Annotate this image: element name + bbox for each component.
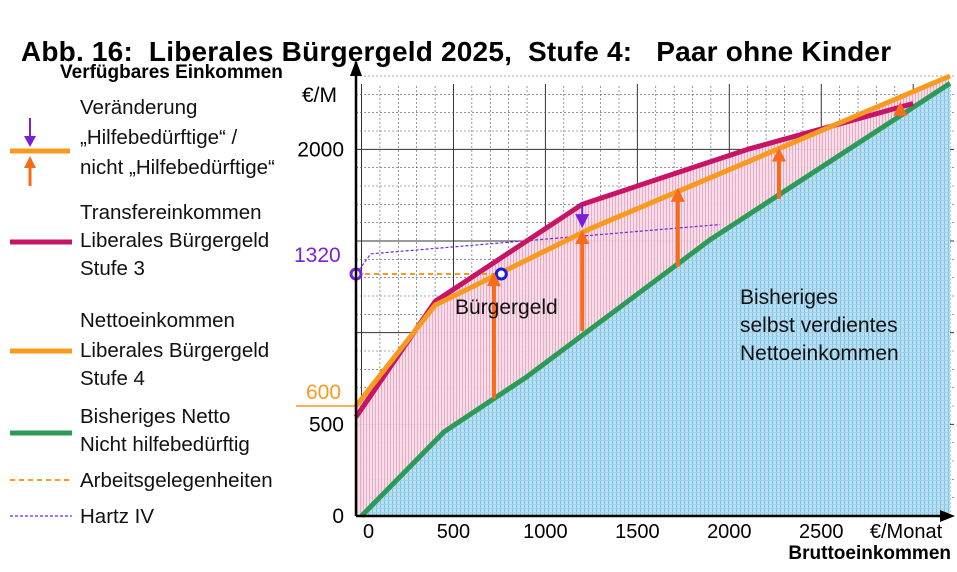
bisheriges-area xyxy=(361,83,950,516)
label-bisheriges-2: selbst verdientes xyxy=(740,314,898,337)
legend-change-2: „Hilfebedürftige“ / xyxy=(80,126,238,149)
x-tick-label: 2500 xyxy=(799,521,844,543)
legend-change-1: Veränderung xyxy=(80,96,198,119)
y-tick-label: 500 xyxy=(309,413,344,436)
legend-hartz: Hartz IV xyxy=(80,505,155,528)
legend-icons xyxy=(10,118,72,517)
legend-purple-arrow-head xyxy=(24,136,36,147)
legend-netto-1: Nettoeinkommen xyxy=(80,309,235,332)
change-arrows xyxy=(486,101,908,399)
legend-bisher-1: Bisheriges Netto xyxy=(80,405,231,428)
purple-arrow-head xyxy=(575,214,590,229)
x-tick-label: 1000 xyxy=(523,521,568,543)
legend-netto-2: Liberales Bürgergeld xyxy=(80,339,270,362)
change-arrow-head xyxy=(670,187,685,202)
x-tick-label: 1500 xyxy=(615,521,660,543)
x-tick-label: 2000 xyxy=(707,521,752,543)
x-axis-label: Bruttoeinkommen xyxy=(788,543,951,564)
marker-circle xyxy=(494,267,508,281)
legend-bisher-2: Nicht hilfebedürftig xyxy=(80,433,250,456)
series-bisheriges-netto xyxy=(359,81,952,518)
x-axis-arrow xyxy=(940,510,955,522)
page-title: Abb. 16: Liberales Bürgergeld 2025, Stuf… xyxy=(6,4,891,68)
legend-arbeit: Arbeitsgelegenheiten xyxy=(80,469,273,492)
y-unit: €/M xyxy=(302,84,338,107)
legend-change-3: nicht „Hilfebedürftige“ xyxy=(80,156,275,179)
series-lines xyxy=(296,73,952,518)
change-arrow-head xyxy=(893,101,908,116)
change-arrow-head xyxy=(575,230,590,244)
y-tick-label: 0 xyxy=(332,505,344,528)
legend-orange-arrow-head xyxy=(24,156,36,168)
x-unit-label: €/Monat xyxy=(870,521,943,543)
value-1320: 1320 xyxy=(294,244,341,267)
title-sub: Paar ohne Kinder xyxy=(656,36,892,67)
legend-transfer-2: Liberales Bürgergeld xyxy=(80,229,270,252)
y-axis-arrow xyxy=(350,60,362,76)
legend-transfer-3: Stufe 3 xyxy=(80,257,145,280)
y-tick-label: 2000 xyxy=(297,138,344,161)
axes xyxy=(350,60,955,522)
legend-netto-3: Stufe 4 xyxy=(80,367,145,390)
label-buergergeld: Bürgergeld xyxy=(455,296,558,319)
y-axis-label: Verfügbares Einkommen xyxy=(60,62,283,83)
x-tick-label: 500 xyxy=(437,521,470,543)
value-600: 600 xyxy=(306,381,342,404)
title-main: Abb. 16: Liberales Bürgergeld 2025, Stuf… xyxy=(20,36,633,67)
tick-labels: 0 500 1000 1500 2000 2500 €/Monat 0 500 2000 xyxy=(297,138,942,543)
label-bisheriges-3: Nettoeinkommen xyxy=(740,342,899,365)
change-arrow-head xyxy=(486,272,501,287)
series-netto-stufe4 xyxy=(354,73,951,408)
label-bisheriges-1: Bisheriges xyxy=(740,286,839,309)
change-arrow-head xyxy=(771,147,786,162)
legend-transfer-1: Transfereinkommen xyxy=(80,201,262,224)
x-tick-label: 0 xyxy=(363,521,374,543)
